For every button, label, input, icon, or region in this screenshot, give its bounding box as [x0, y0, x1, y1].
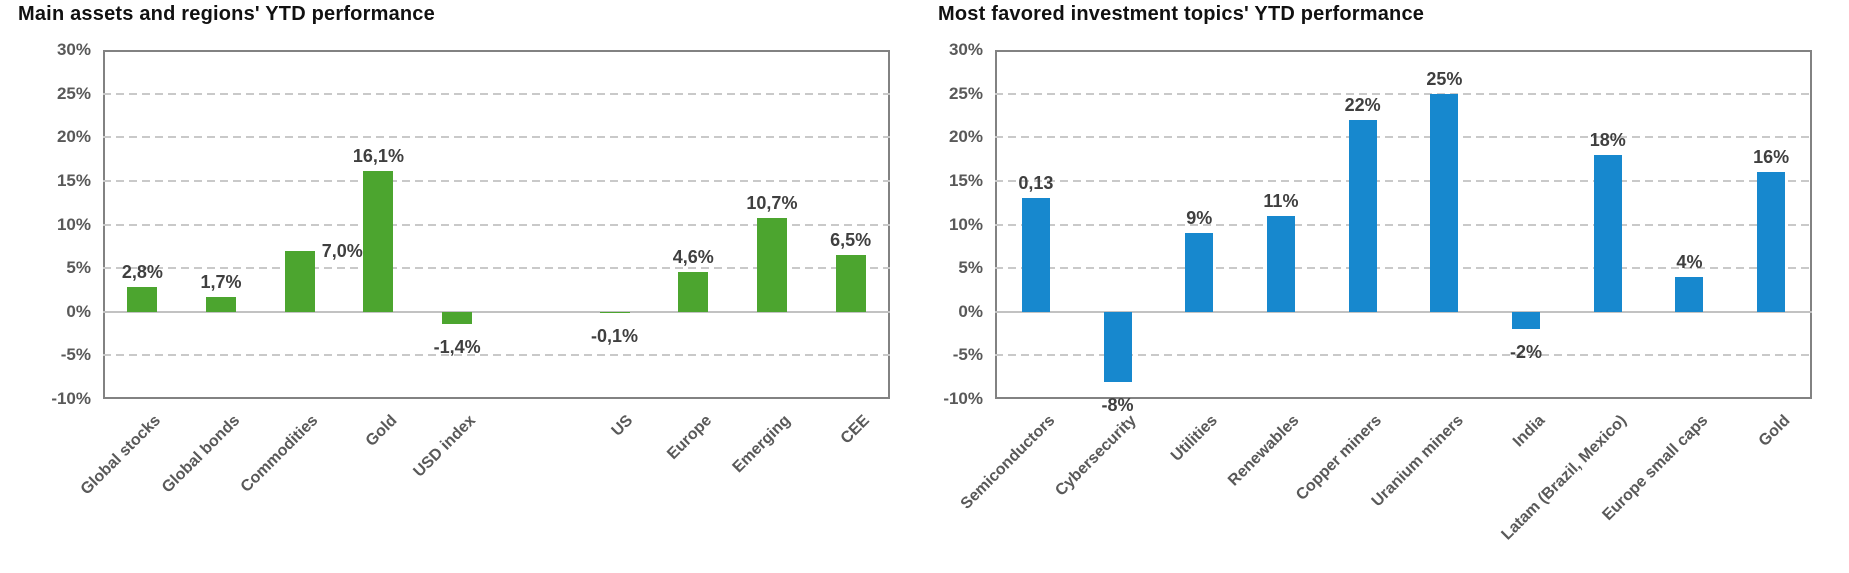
grid-line	[103, 267, 890, 270]
grid-line	[995, 179, 1812, 182]
bar-value-label: 1,7%	[200, 271, 242, 292]
y-tick-label: 5%	[66, 258, 91, 278]
y-tick-label: 20%	[948, 127, 983, 147]
bar	[1185, 233, 1214, 312]
x-category-label: Global bonds	[158, 412, 244, 497]
bar-value-label: -1,4%	[433, 336, 481, 357]
y-tick-label: 25%	[56, 83, 91, 103]
bar	[1675, 276, 1704, 312]
y-tick-label: 15%	[948, 170, 983, 190]
bar	[756, 218, 787, 312]
y-tick-label: -10%	[51, 389, 91, 408]
x-category-label: Commodities	[238, 412, 322, 496]
grid-line	[103, 136, 890, 139]
x-category-label: Utilities	[1168, 412, 1222, 465]
bar	[1512, 311, 1541, 330]
y-tick-label: 0%	[66, 301, 91, 321]
bar	[1103, 311, 1132, 382]
bar	[127, 287, 158, 312]
y-tick-label: 20%	[56, 127, 91, 147]
y-tick-label: 30%	[948, 40, 983, 59]
bar-value-label: 0,13	[1018, 173, 1054, 194]
chart-topics-title: Most favored investment topics' YTD perf…	[938, 3, 1425, 25]
y-tick-label: 10%	[56, 214, 91, 234]
bar	[835, 255, 866, 312]
bar	[1266, 215, 1295, 312]
bar-value-label: 18%	[1589, 129, 1626, 150]
x-category-label: Gold	[362, 412, 401, 450]
bar	[1430, 93, 1459, 312]
x-category-label: Cybersecurity	[1052, 412, 1140, 500]
bar-value-label: 7,0%	[321, 240, 363, 261]
x-category-label: Semiconductors	[957, 412, 1058, 513]
bar	[284, 250, 315, 312]
bar-value-label: 6,5%	[830, 230, 872, 251]
chart-assets-title: Main assets and regions' YTD performance	[18, 3, 435, 25]
bar-value-label: 16%	[1753, 147, 1790, 168]
bar-value-label: 9%	[1186, 208, 1213, 229]
x-category-label: Renewables	[1225, 412, 1303, 490]
bar-value-label: 22%	[1344, 94, 1381, 115]
x-category-label: Copper miners	[1292, 412, 1385, 504]
bar-value-label: 16,1%	[352, 146, 404, 167]
grid-line	[995, 92, 1812, 95]
bar-value-label: 4%	[1676, 251, 1703, 272]
y-tick-label: 25%	[948, 83, 983, 103]
bar	[1348, 119, 1377, 312]
zero-line	[995, 310, 1812, 313]
grid-line	[103, 92, 890, 95]
x-category-label: Gold	[1755, 412, 1794, 450]
bar	[1593, 154, 1622, 312]
grid-line	[103, 223, 890, 226]
x-category-label: Global stocks	[78, 412, 165, 499]
y-tick-label: -5%	[952, 345, 983, 365]
y-tick-label: 0%	[958, 301, 983, 321]
x-category-label: CEE	[837, 412, 873, 448]
x-category-label: US	[608, 412, 637, 440]
y-tick-label: 15%	[56, 170, 91, 190]
y-tick-label: 30%	[56, 40, 91, 59]
bar	[599, 311, 630, 313]
bar-value-label: 4,6%	[672, 246, 714, 267]
bar-value-label: 25%	[1426, 68, 1463, 89]
zero-line	[103, 310, 890, 313]
grid-line	[995, 267, 1812, 270]
bar	[206, 296, 237, 312]
x-category-label: Europe	[664, 412, 716, 464]
bar	[363, 171, 394, 312]
grid-line	[995, 136, 1812, 139]
y-tick-label: 5%	[958, 258, 983, 278]
x-category-label: Emerging	[729, 412, 794, 477]
x-category-label: USD index	[410, 412, 480, 481]
bar	[678, 271, 709, 312]
grid-line	[995, 223, 1812, 226]
bar-value-label: -2%	[1510, 342, 1543, 363]
bar	[1757, 172, 1786, 312]
grid-line	[995, 354, 1812, 357]
bar	[1021, 198, 1050, 312]
y-tick-label: -10%	[943, 389, 983, 408]
x-category-label: India	[1509, 412, 1549, 451]
grid-line	[103, 354, 890, 357]
bar-value-label: 10,7%	[746, 193, 798, 214]
y-tick-label: -5%	[60, 345, 91, 365]
bar-value-label: 2,8%	[121, 262, 163, 283]
y-tick-label: 10%	[948, 214, 983, 234]
bar-value-label: -0,1%	[591, 325, 639, 346]
bar	[442, 311, 473, 324]
bar-value-label: -8%	[1101, 394, 1134, 415]
bar-value-label: 11%	[1263, 190, 1299, 211]
grid-line	[103, 179, 890, 182]
